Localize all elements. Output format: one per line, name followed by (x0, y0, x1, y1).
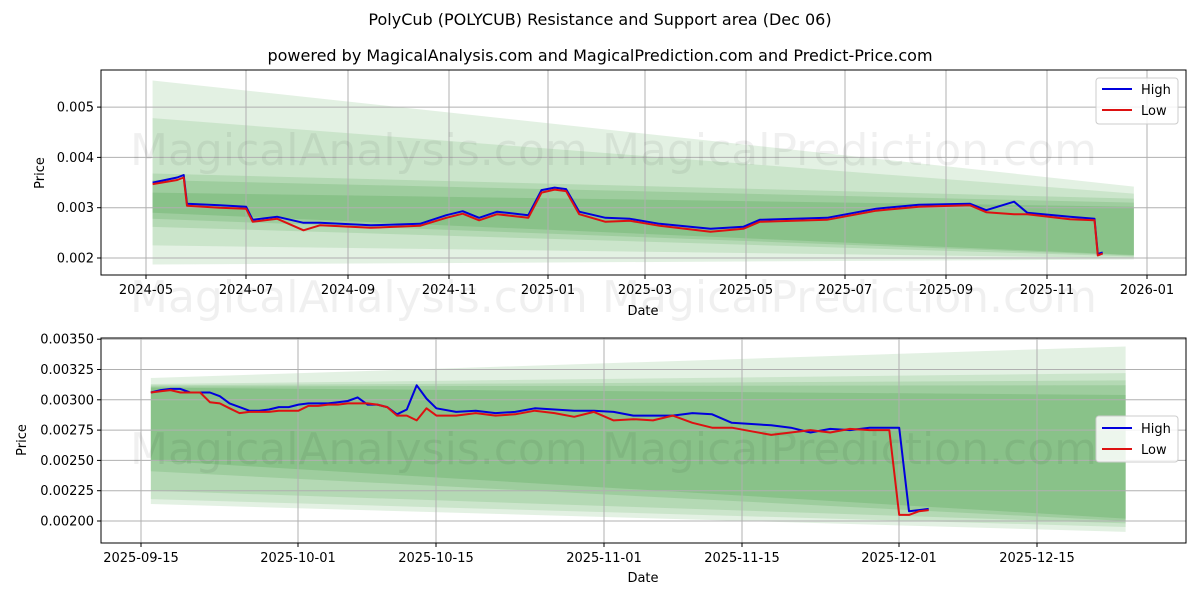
y-tick-label: 0.00275 (40, 424, 94, 439)
top-legend: High Low (1095, 77, 1179, 125)
x-tick-label: 2025-09-15 (103, 551, 179, 566)
legend-high-label: High (1141, 83, 1171, 98)
top-ticks: 0.002 0.003 0.004 0.005 2024-05 2024-07 2024-0… (57, 101, 1174, 298)
bottom-y-axis-label: Price (15, 424, 30, 456)
y-tick-label: 0.005 (57, 101, 94, 116)
watermark-analysis-3: MagicalAnalysis.com (130, 424, 588, 475)
y-tick-label: 0.00350 (40, 333, 94, 348)
x-tick-label: 2024-09 (321, 283, 375, 298)
x-tick-label: 2024-07 (219, 283, 273, 298)
y-tick-label: 0.00300 (40, 393, 94, 408)
legend-low-label: Low (1141, 443, 1167, 458)
support-resistance-band (150, 385, 1126, 521)
chart-title: PolyCub (POLYCUB) Resistance and Support… (368, 10, 832, 29)
bottom-legend: High Low (1095, 415, 1179, 463)
series-high-line (150, 384, 929, 513)
chart-subtitle: powered by MagicalAnalysis.com and Magic… (267, 46, 933, 65)
x-tick-label: 2025-10-01 (260, 551, 336, 566)
support-resistance-band (152, 173, 1134, 257)
support-resistance-band (152, 80, 1134, 265)
support-resistance-band (152, 118, 1134, 258)
x-tick-label: 2025-09 (919, 283, 973, 298)
watermark-analysis-2: MagicalAnalysis.com (130, 272, 588, 323)
bottom-chart: MagicalAnalysis.com MagicalPrediction.co… (15, 333, 1187, 586)
support-resistance-band (150, 346, 1126, 532)
x-tick-label: 2025-11-01 (566, 551, 642, 566)
y-tick-label: 0.002 (57, 252, 94, 267)
watermark-prediction: MagicalPrediction.com (602, 125, 1097, 176)
top-x-axis-label: Date (627, 304, 658, 319)
bottom-axes-frame (100, 337, 1187, 544)
series-high-line (152, 174, 1103, 255)
x-tick-label: 2025-01 (521, 283, 575, 298)
support-resistance-band (152, 180, 1134, 256)
x-tick-label: 2025-03 (618, 283, 672, 298)
top-grid (101, 70, 1186, 275)
top-chart: MagicalAnalysis.com MagicalPrediction.co… (33, 69, 1187, 323)
series-low-line (152, 176, 1104, 257)
watermark-analysis: MagicalAnalysis.com (130, 125, 588, 176)
y-tick-label: 0.00225 (40, 484, 94, 499)
support-resistance-band (150, 387, 1126, 519)
x-tick-label: 2025-11 (1020, 283, 1074, 298)
top-y-axis-label: Price (33, 157, 48, 189)
y-tick-label: 0.004 (57, 151, 94, 166)
x-tick-label: 2026-01 (1120, 283, 1174, 298)
bottom-grid (101, 338, 1186, 543)
support-resistance-band (150, 380, 1126, 524)
y-tick-label: 0.00200 (40, 515, 94, 530)
x-tick-label: 2024-11 (422, 283, 476, 298)
x-tick-label: 2025-12-01 (861, 551, 937, 566)
bottom-x-axis-label: Date (627, 571, 658, 586)
bottom-ticks: 0.00200 0.00225 0.00250 0.00275 0.00300 0.003… (40, 333, 1075, 566)
legend-high-label: High (1141, 422, 1171, 437)
watermark-prediction-2: MagicalPrediction.com (602, 272, 1097, 323)
series-low-line (150, 389, 929, 516)
y-tick-label: 0.00325 (40, 363, 94, 378)
x-tick-label: 2025-12-15 (999, 551, 1075, 566)
x-tick-label: 2024-05 (119, 283, 173, 298)
top-watermark: MagicalAnalysis.com MagicalPrediction.co… (130, 125, 1097, 323)
x-tick-label: 2025-07 (818, 283, 872, 298)
x-tick-label: 2025-05 (719, 283, 773, 298)
x-tick-label: 2025-11-15 (704, 551, 780, 566)
top-bands (152, 80, 1134, 265)
watermark-prediction-3: MagicalPrediction.com (602, 424, 1097, 475)
top-lines (152, 174, 1104, 257)
top-axes-frame (100, 69, 1187, 276)
bottom-lines (150, 384, 929, 516)
y-tick-label: 0.003 (57, 201, 94, 216)
legend-low-label: Low (1141, 104, 1167, 119)
x-tick-label: 2025-10-15 (398, 551, 474, 566)
y-tick-label: 0.00250 (40, 454, 94, 469)
